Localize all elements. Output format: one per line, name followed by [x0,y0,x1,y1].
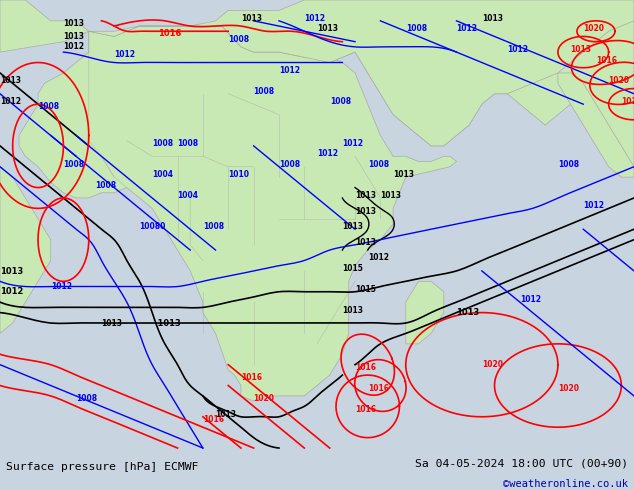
Text: 1012: 1012 [304,14,325,23]
Text: 1012: 1012 [63,43,84,51]
Text: 1020: 1020 [558,384,579,392]
Text: 1016: 1016 [203,415,224,424]
Text: 1013: 1013 [0,267,23,275]
Text: 1012: 1012 [456,24,477,33]
Text: 1013: 1013 [393,170,414,179]
Text: 1012: 1012 [368,253,389,263]
Text: 1013: 1013 [482,14,503,23]
Text: 1012: 1012 [507,45,528,54]
Text: 1013: 1013 [355,238,376,247]
Text: 1013: 1013 [342,222,363,231]
Text: 1008: 1008 [38,102,59,111]
Text: 1012: 1012 [583,201,604,210]
Text: 1013: 1013 [101,318,122,328]
Text: 1015: 1015 [355,285,376,294]
Text: 1016: 1016 [355,363,376,372]
Text: 1013: 1013 [63,19,84,28]
Text: 1013: 1013 [63,32,84,41]
Text: Surface pressure [hPa] ECMWF: Surface pressure [hPa] ECMWF [6,462,199,472]
Text: 1013: 1013 [216,410,236,419]
Text: 1016: 1016 [241,373,262,382]
Text: Sa 04-05-2024 18:00 UTC (00+90): Sa 04-05-2024 18:00 UTC (00+90) [415,459,628,468]
Text: 1008: 1008 [76,394,97,403]
Text: 1013: 1013 [621,97,634,106]
Text: 1008: 1008 [95,180,116,190]
Polygon shape [19,26,456,401]
Text: 1013: 1013 [355,191,376,200]
Text: 1008: 1008 [228,35,249,44]
Text: 1020: 1020 [482,360,503,369]
Text: 1013: 1013 [0,76,21,85]
Text: 1013: 1013 [146,318,181,328]
Text: 1008: 1008 [152,139,173,148]
Text: 1013: 1013 [317,24,338,33]
Text: 1013: 1013 [456,308,480,317]
Text: 1016: 1016 [368,384,389,392]
Text: 1013: 1013 [342,306,363,315]
Text: 1020: 1020 [609,76,630,85]
Text: 1004: 1004 [152,170,173,179]
Text: 1016: 1016 [355,405,376,414]
Text: 1008: 1008 [203,222,224,231]
Text: 1013: 1013 [355,207,376,216]
Text: 1008: 1008 [63,160,84,169]
Text: 1013: 1013 [380,191,401,200]
Text: ©weatheronline.co.uk: ©weatheronline.co.uk [503,480,628,490]
Polygon shape [558,73,634,177]
Text: 1012: 1012 [317,149,338,158]
Text: 1008: 1008 [279,160,300,169]
Text: 1020: 1020 [254,394,275,403]
Text: 1012: 1012 [114,50,135,59]
Text: 1008: 1008 [254,87,275,96]
Text: 1012: 1012 [51,282,72,291]
Text: 1004: 1004 [178,191,198,200]
Text: 1008: 1008 [178,139,198,148]
Text: 1012: 1012 [279,66,300,75]
Text: 1008: 1008 [368,160,389,169]
Text: 1008: 1008 [330,97,351,106]
Text: 1013: 1013 [241,14,262,23]
Text: 1012: 1012 [520,295,541,304]
Text: 1010: 1010 [228,170,249,179]
Text: 1020: 1020 [583,24,604,33]
Text: 1012: 1012 [0,287,23,296]
Text: 1012: 1012 [342,139,363,148]
Text: 1012: 1012 [0,97,21,106]
Text: 1015: 1015 [342,264,363,273]
Text: 1016: 1016 [158,29,182,39]
Text: 1013: 1013 [571,45,592,54]
Text: 1016: 1016 [596,55,617,65]
Text: 1008: 1008 [406,24,427,33]
Polygon shape [0,0,634,146]
Polygon shape [0,167,51,333]
Polygon shape [406,281,444,344]
Polygon shape [330,0,634,167]
Text: 10080: 10080 [139,222,166,231]
Text: 1008: 1008 [558,160,579,169]
